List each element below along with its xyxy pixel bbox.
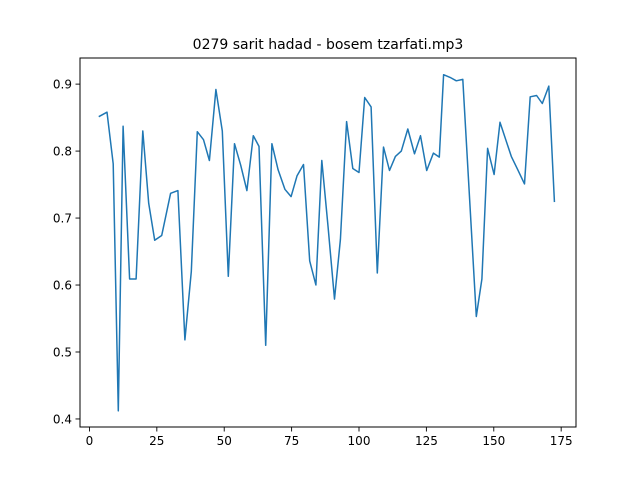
x-tick-label: 50 [217, 434, 232, 448]
x-tick-label: 125 [415, 434, 438, 448]
x-tick-label: 150 [482, 434, 505, 448]
axes-frame [79, 57, 577, 428]
y-tick-label: 0.7 [53, 212, 72, 226]
y-tick-label: 0.6 [53, 279, 72, 293]
x-tick-label: 175 [550, 434, 573, 448]
y-tick-label: 0.8 [53, 145, 72, 159]
x-tick-label: 25 [149, 434, 164, 448]
y-tick-label: 0.4 [53, 412, 72, 426]
plot-area [98, 73, 556, 412]
x-tick-label: 75 [284, 434, 299, 448]
y-tick-label: 0.9 [53, 78, 72, 92]
x-tick-label: 0 [86, 434, 94, 448]
axis-ticks: 0 25 50 75 100 125 150 175 0.4 0.5 0.6 0.7 0.8 0.9 [53, 78, 573, 448]
x-tick-label: 100 [348, 434, 371, 448]
y-tick-label: 0.5 [53, 345, 72, 359]
chart-title: 0279 sarit hadad - bosem tzarfati.mp3 [193, 37, 464, 53]
series-line-0 [98, 73, 556, 412]
